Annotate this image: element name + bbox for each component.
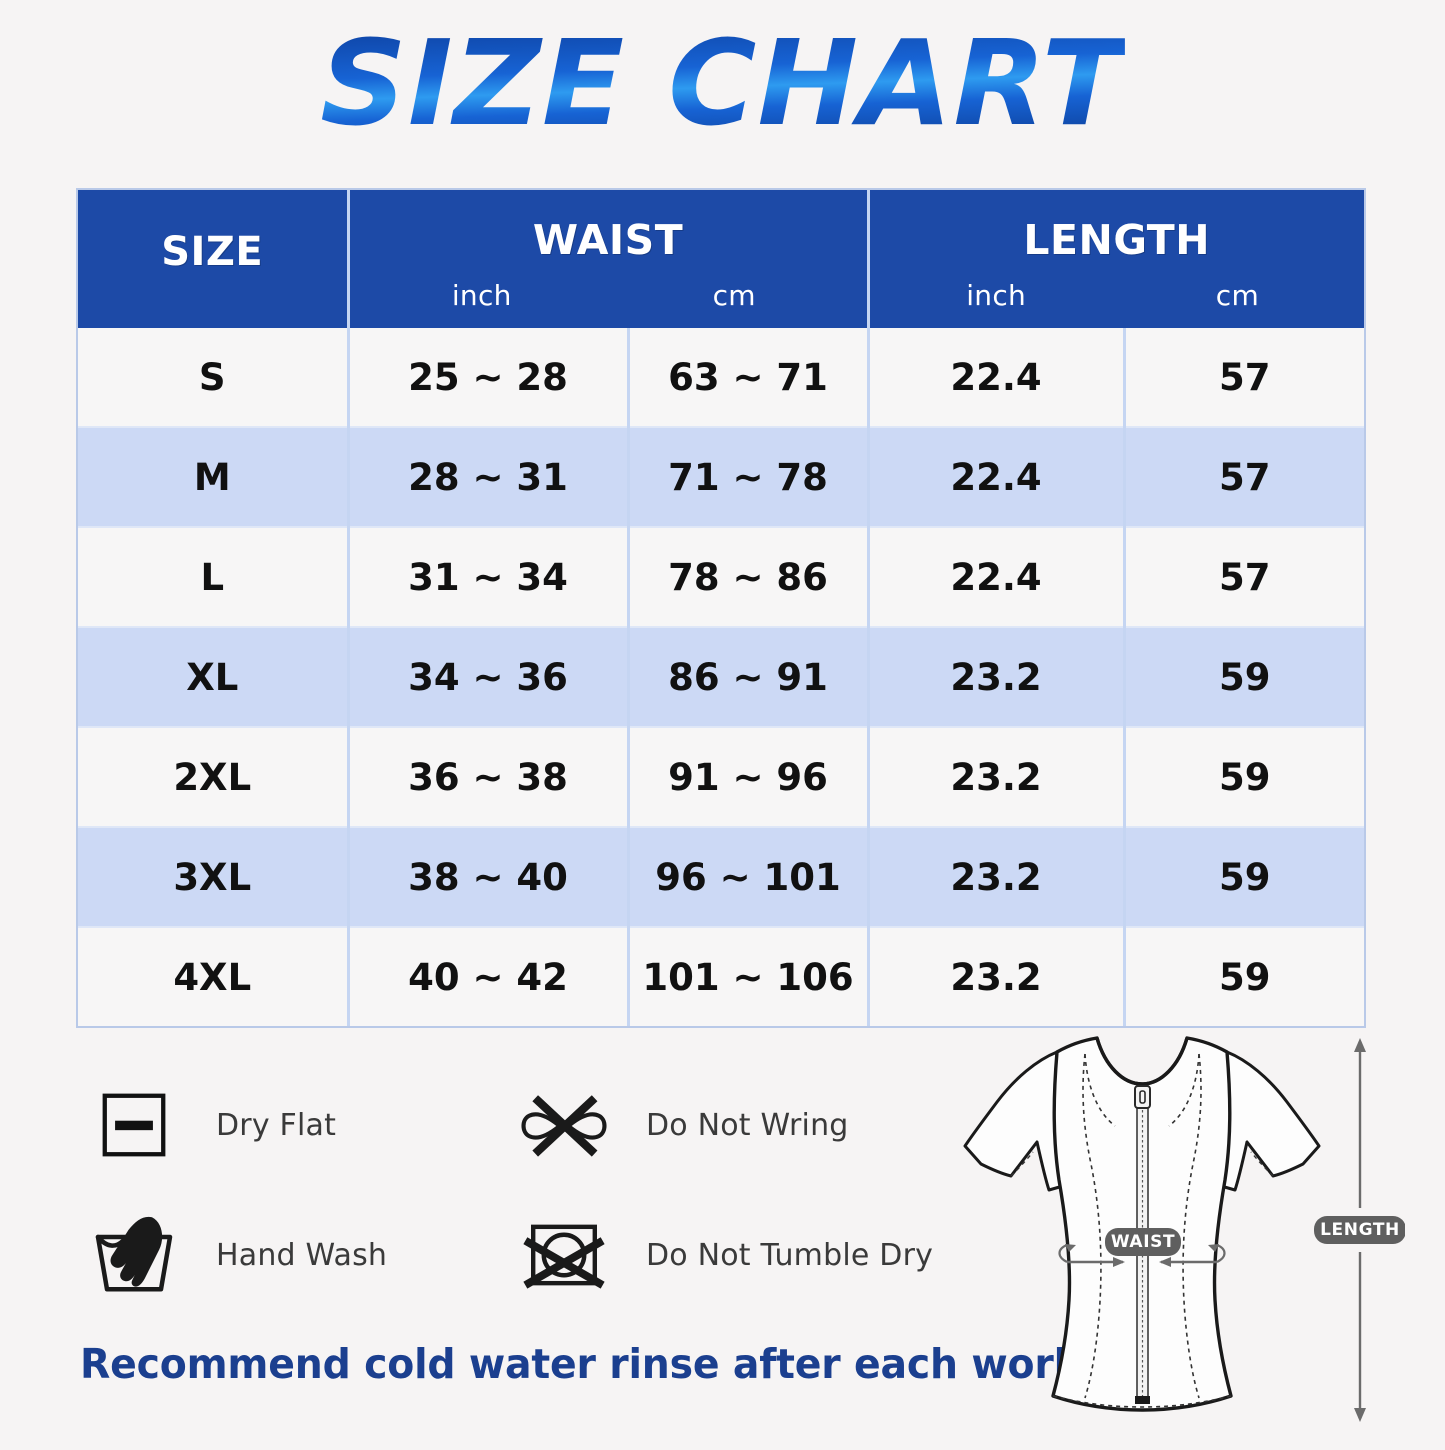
- cell-waist-cm: 71 ~ 78: [626, 426, 868, 527]
- cell-waist-inch: 31 ~ 34: [346, 526, 628, 627]
- cell-length-cm: 59: [1122, 626, 1365, 727]
- care-label-do-not-wring: Do Not Wring: [646, 1107, 849, 1143]
- cell-length-inch: 22.4: [866, 328, 1124, 427]
- care-label-hand-wash: Hand Wash: [216, 1237, 388, 1273]
- page-title-wrapper: SIZE CHART: [0, 0, 1445, 145]
- cell-waist-inch: 25 ~ 28: [346, 328, 628, 427]
- cell-length-cm: 57: [1122, 426, 1365, 527]
- table-row: 3XL 38 ~ 40 96 ~ 101 23.2 59: [78, 826, 1365, 927]
- do-not-tumble-dry-icon: [516, 1207, 612, 1303]
- cell-waist-cm: 78 ~ 86: [626, 526, 868, 627]
- cell-length-inch: 23.2: [866, 626, 1124, 727]
- cell-length-inch: 23.2: [866, 726, 1124, 827]
- sleeve-left: [963, 1050, 1065, 1192]
- hand-wash-icon: [86, 1207, 182, 1303]
- waist-badge-bg: [1105, 1228, 1181, 1256]
- header-units-waist: inch cm: [350, 279, 867, 312]
- care-label-do-not-tumble-dry: Do Not Tumble Dry: [646, 1237, 934, 1273]
- seam-shoulder-left: [1084, 1053, 1116, 1127]
- table-header: SIZE WAIST inch cm LENGTH inch cm: [78, 190, 1365, 328]
- garment-illustration: WAIST LENGTH: [945, 1030, 1406, 1445]
- cell-size: 3XL: [78, 826, 348, 927]
- care-row-2: Hand Wash Do Not Tumble Dry: [86, 1190, 946, 1320]
- size-chart-table-container: SIZE WAIST inch cm LENGTH inch cm: [76, 188, 1366, 1028]
- dry-flat-icon: [86, 1077, 182, 1173]
- length-badge-bg: [1314, 1216, 1406, 1244]
- cell-size: S: [78, 328, 348, 427]
- header-label-size: SIZE: [161, 229, 264, 275]
- care-item-do-not-tumble-dry: Do Not Tumble Dry: [516, 1207, 946, 1303]
- cell-size: 4XL: [78, 926, 348, 1026]
- cell-size: XL: [78, 626, 348, 727]
- header-unit-waist-inch: inch: [451, 279, 512, 312]
- header-label-waist: WAIST: [532, 216, 684, 264]
- size-chart-table: SIZE WAIST inch cm LENGTH inch cm: [78, 190, 1365, 1026]
- cell-length-cm: 57: [1122, 328, 1365, 427]
- cell-length-inch: 23.2: [866, 826, 1124, 927]
- care-label-dry-flat: Dry Flat: [216, 1107, 337, 1143]
- length-measure: LENGTH: [1314, 1038, 1406, 1422]
- care-item-dry-flat: Dry Flat: [86, 1077, 516, 1173]
- do-not-wring-icon: [516, 1077, 612, 1173]
- cell-waist-cm: 63 ~ 71: [626, 328, 868, 427]
- header-unit-waist-cm: cm: [712, 279, 756, 312]
- cell-waist-inch: 40 ~ 42: [346, 926, 628, 1026]
- seam-left: [1082, 1053, 1102, 1399]
- waist-badge-label: WAIST: [1111, 1232, 1175, 1252]
- cell-length-cm: 57: [1122, 526, 1365, 627]
- header-label-length: LENGTH: [1023, 216, 1211, 264]
- table-row: S 25 ~ 28 63 ~ 71 22.4 57: [78, 328, 1365, 427]
- cell-waist-cm: 101 ~ 106: [626, 926, 868, 1026]
- header-unit-length-inch: inch: [966, 279, 1027, 312]
- seam-shoulder-right: [1168, 1053, 1200, 1127]
- header-group-size: SIZE: [78, 190, 348, 328]
- page-title: SIZE CHART: [320, 14, 1125, 152]
- cell-size: M: [78, 426, 348, 527]
- cell-size: 2XL: [78, 726, 348, 827]
- header-units-length: inch cm: [870, 279, 1365, 312]
- length-badge-label: LENGTH: [1320, 1220, 1400, 1240]
- care-item-do-not-wring: Do Not Wring: [516, 1077, 946, 1173]
- table-row: XL 34 ~ 36 86 ~ 91 23.2 59: [78, 626, 1365, 727]
- cell-waist-cm: 96 ~ 101: [626, 826, 868, 927]
- recommendation-note: Recommend cold water rinse after each wo…: [80, 1340, 1167, 1388]
- cell-waist-inch: 36 ~ 38: [346, 726, 628, 827]
- cuff-right-dashed: [1250, 1151, 1274, 1177]
- table-body: S 25 ~ 28 63 ~ 71 22.4 57 M 28 ~ 31 71 ~…: [78, 328, 1365, 1026]
- hem-dashed: [1052, 1395, 1232, 1408]
- cell-waist-cm: 86 ~ 91: [626, 626, 868, 727]
- care-item-hand-wash: Hand Wash: [86, 1207, 516, 1303]
- table-row: L 31 ~ 34 78 ~ 86 22.4 57: [78, 526, 1365, 627]
- seam-right: [1182, 1053, 1202, 1399]
- cell-length-inch: 23.2: [866, 926, 1124, 1026]
- cell-length-inch: 22.4: [866, 526, 1124, 627]
- header-group-waist: WAIST inch cm: [346, 190, 868, 328]
- cell-length-cm: 59: [1122, 926, 1365, 1026]
- header-unit-length-cm: cm: [1215, 279, 1260, 312]
- table-row: 4XL 40 ~ 42 101 ~ 106 23.2 59: [78, 926, 1365, 1026]
- cell-size: L: [78, 526, 348, 627]
- cell-waist-inch: 38 ~ 40: [346, 826, 628, 927]
- care-row-1: Dry Flat Do Not Wring: [86, 1060, 946, 1190]
- table-row: 2XL 36 ~ 38 91 ~ 96 23.2 59: [78, 726, 1365, 827]
- cell-waist-cm: 91 ~ 96: [626, 726, 868, 827]
- care-instructions: Dry Flat Do Not Wring Hand Was: [86, 1060, 946, 1320]
- cell-waist-inch: 28 ~ 31: [346, 426, 628, 527]
- cell-length-cm: 59: [1122, 826, 1365, 927]
- neckline: [1095, 1037, 1189, 1086]
- waist-measure: WAIST: [1058, 1228, 1226, 1267]
- table-row: M 28 ~ 31 71 ~ 78 22.4 57: [78, 426, 1365, 527]
- sleeve-right: [1219, 1050, 1321, 1192]
- cuff-left-dashed: [1010, 1151, 1034, 1177]
- cell-length-inch: 22.4: [866, 426, 1124, 527]
- cell-length-cm: 59: [1122, 726, 1365, 827]
- cell-waist-inch: 34 ~ 36: [346, 626, 628, 727]
- header-group-length: LENGTH inch cm: [866, 190, 1365, 328]
